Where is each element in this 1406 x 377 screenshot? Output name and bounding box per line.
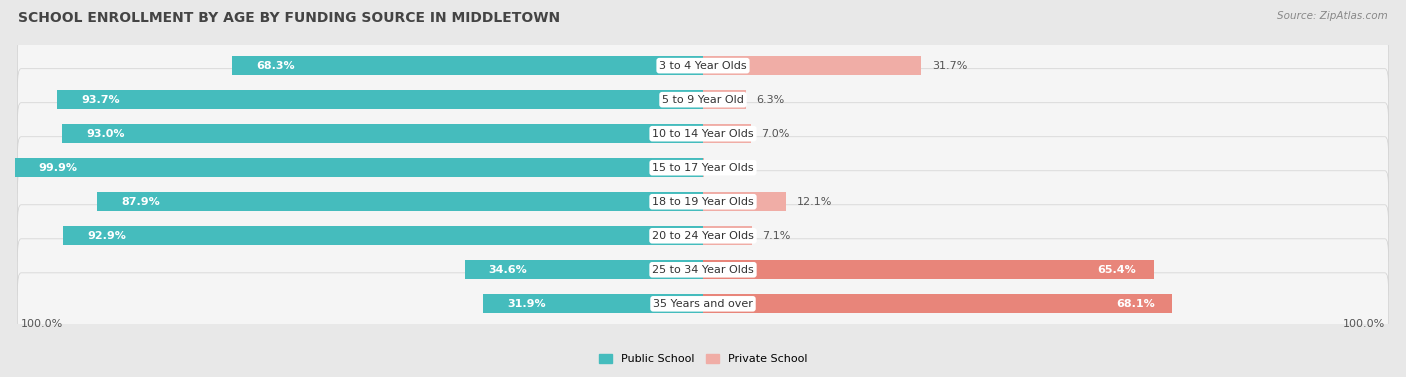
FancyBboxPatch shape [17, 239, 1389, 301]
Text: 20 to 24 Year Olds: 20 to 24 Year Olds [652, 231, 754, 241]
Bar [703, 192, 786, 211]
FancyBboxPatch shape [17, 103, 1389, 165]
Text: 93.0%: 93.0% [86, 129, 125, 139]
Text: 31.7%: 31.7% [932, 61, 967, 70]
Text: 92.9%: 92.9% [87, 231, 127, 241]
Text: 99.9%: 99.9% [39, 163, 77, 173]
Bar [703, 261, 1153, 279]
Text: 7.0%: 7.0% [762, 129, 790, 139]
FancyBboxPatch shape [17, 205, 1389, 267]
Text: 6.3%: 6.3% [756, 95, 785, 105]
Text: Source: ZipAtlas.com: Source: ZipAtlas.com [1277, 11, 1388, 21]
Bar [58, 90, 703, 109]
Text: 68.1%: 68.1% [1116, 299, 1154, 309]
Text: 100.0%: 100.0% [21, 319, 63, 329]
Bar [97, 192, 703, 211]
Bar [14, 158, 703, 177]
Text: 65.4%: 65.4% [1098, 265, 1136, 275]
Text: SCHOOL ENROLLMENT BY AGE BY FUNDING SOURCE IN MIDDLETOWN: SCHOOL ENROLLMENT BY AGE BY FUNDING SOUR… [18, 11, 561, 25]
Text: 15 to 17 Year Olds: 15 to 17 Year Olds [652, 163, 754, 173]
Text: 87.9%: 87.9% [121, 197, 160, 207]
Text: 31.9%: 31.9% [508, 299, 546, 309]
FancyBboxPatch shape [17, 69, 1389, 131]
Text: 93.7%: 93.7% [82, 95, 120, 105]
Text: 18 to 19 Year Olds: 18 to 19 Year Olds [652, 197, 754, 207]
Text: 12.1%: 12.1% [797, 197, 832, 207]
Bar [703, 227, 752, 245]
Bar [703, 124, 751, 143]
Text: 0.1%: 0.1% [714, 163, 742, 173]
FancyBboxPatch shape [17, 273, 1389, 335]
Bar [232, 56, 703, 75]
Bar [62, 124, 703, 143]
Text: 5 to 9 Year Old: 5 to 9 Year Old [662, 95, 744, 105]
FancyBboxPatch shape [17, 171, 1389, 233]
FancyBboxPatch shape [17, 137, 1389, 199]
Bar [63, 227, 703, 245]
Text: 34.6%: 34.6% [489, 265, 527, 275]
Text: 68.3%: 68.3% [256, 61, 295, 70]
Text: 25 to 34 Year Olds: 25 to 34 Year Olds [652, 265, 754, 275]
Text: 7.1%: 7.1% [762, 231, 790, 241]
Text: 3 to 4 Year Olds: 3 to 4 Year Olds [659, 61, 747, 70]
Bar [703, 90, 747, 109]
FancyBboxPatch shape [17, 35, 1389, 97]
Bar [703, 56, 921, 75]
Bar [703, 294, 1173, 313]
Text: 10 to 14 Year Olds: 10 to 14 Year Olds [652, 129, 754, 139]
Legend: Public School, Private School: Public School, Private School [595, 349, 811, 369]
Text: 35 Years and over: 35 Years and over [652, 299, 754, 309]
Bar [464, 261, 703, 279]
Bar [484, 294, 703, 313]
Text: 100.0%: 100.0% [1343, 319, 1385, 329]
